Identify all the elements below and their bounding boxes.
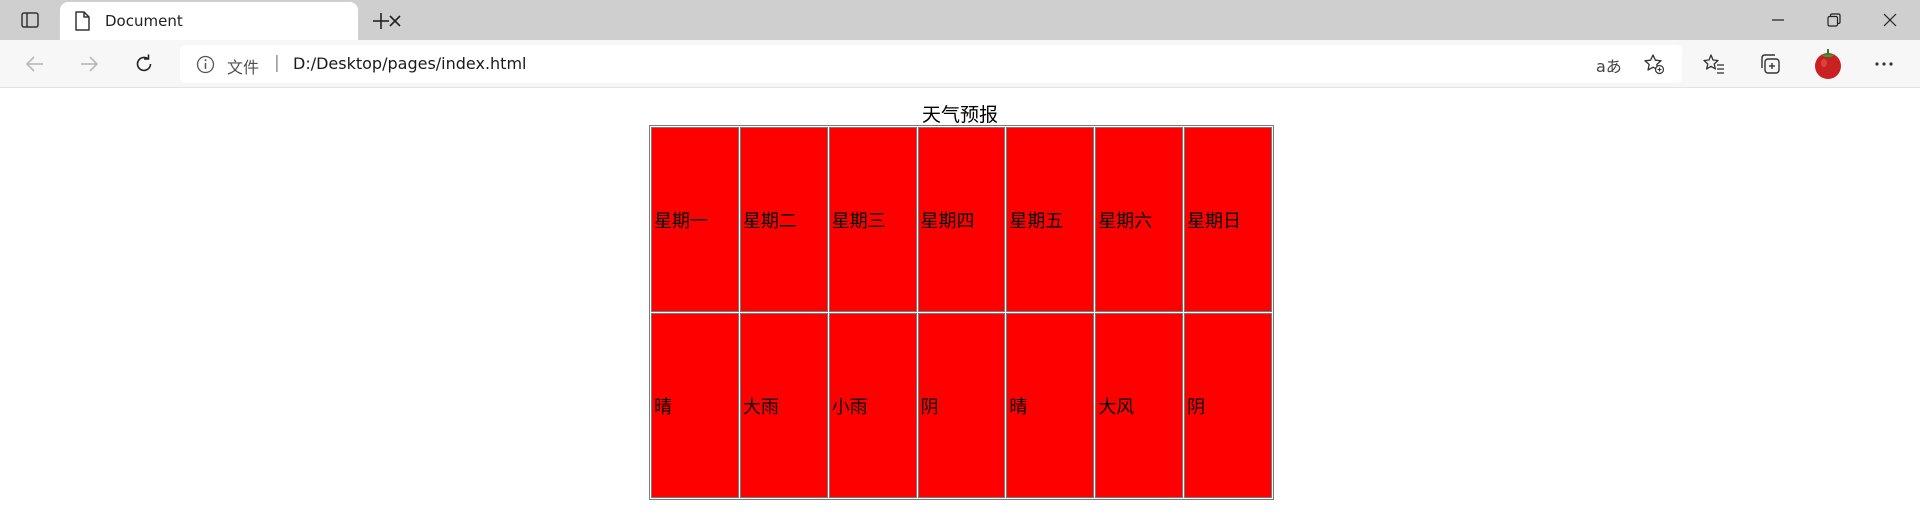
table-cell: 星期五: [1006, 127, 1095, 312]
table-cell: 小雨: [828, 313, 917, 498]
collections-button[interactable]: [1756, 50, 1784, 78]
table-caption: 天气预报: [921, 104, 998, 126]
table-cell: 星期二: [739, 127, 828, 312]
forward-button[interactable]: [74, 49, 104, 79]
collections-icon: [1761, 54, 1780, 74]
add-favorite-icon[interactable]: [1643, 53, 1665, 75]
favorites-icon: [1703, 54, 1724, 74]
favorites-button[interactable]: [1700, 50, 1728, 78]
table-cell: 大雨: [739, 313, 828, 498]
arrow-left-icon: [25, 56, 43, 72]
new-tab-icon[interactable]: [368, 8, 394, 34]
arrow-right-icon: [81, 56, 99, 72]
refresh-button[interactable]: [129, 49, 159, 79]
address-bar[interactable]: 文件 | D:/Desktop/pages/index.html aあ: [180, 45, 1682, 83]
table-cell: 大风: [1095, 313, 1184, 498]
table-cell: 星期六: [1095, 127, 1184, 312]
table-cell: 星期三: [828, 127, 917, 312]
table-cell: 阴: [917, 313, 1006, 498]
url-text[interactable]: D:/Desktop/pages/index.html: [293, 54, 527, 73]
table-cell: 星期一: [651, 127, 739, 312]
restore-icon: [1827, 13, 1841, 27]
table-cell: 阴: [1184, 313, 1272, 498]
refresh-icon: [136, 54, 152, 72]
table-row-days: 星期一 星期二 星期三 星期四 星期五 星期六 星期日: [651, 127, 1272, 312]
back-button[interactable]: [20, 49, 50, 79]
table-cell: 星期日: [1184, 127, 1272, 312]
table-cell: 星期四: [917, 127, 1006, 312]
document-icon: [75, 11, 90, 31]
minimize-icon: [1772, 19, 1784, 21]
tab-actions-icon: [21, 12, 39, 28]
more-menu-button[interactable]: [1870, 50, 1898, 78]
table-cell: 晴: [651, 313, 739, 498]
table-cell: 晴: [1006, 313, 1095, 498]
more-dots-icon: [1875, 62, 1893, 66]
close-window-button[interactable]: [1862, 0, 1918, 40]
tab-strip: Document: [0, 0, 1920, 40]
info-icon[interactable]: [196, 55, 215, 74]
close-tab-icon[interactable]: [385, 11, 405, 31]
read-aloud-icon[interactable]: aあ: [1596, 57, 1622, 76]
tab-title: Document: [105, 12, 183, 30]
table-row-weather: 晴 大雨 小雨 阴 晴 大风 阴: [651, 313, 1272, 498]
profile-avatar[interactable]: [1813, 48, 1843, 80]
browser-tab-active[interactable]: Document: [60, 2, 401, 40]
browser-toolbar: 文件 | D:/Desktop/pages/index.html aあ: [0, 40, 1920, 88]
restore-button[interactable]: [1806, 0, 1862, 40]
weather-table: 星期一 星期二 星期三 星期四 星期五 星期六 星期日 晴 大雨 小雨 阴 晴 …: [649, 125, 1274, 500]
page-content: 天气预报 星期一 星期二 星期三 星期四 星期五 星期六 星期日 晴 大雨 小雨…: [0, 89, 1920, 515]
tab-actions-button[interactable]: [14, 7, 46, 33]
minimize-button[interactable]: [1750, 0, 1806, 40]
close-window-icon: [1883, 13, 1897, 27]
address-separator: |: [274, 53, 280, 73]
security-label: 文件: [227, 58, 260, 77]
